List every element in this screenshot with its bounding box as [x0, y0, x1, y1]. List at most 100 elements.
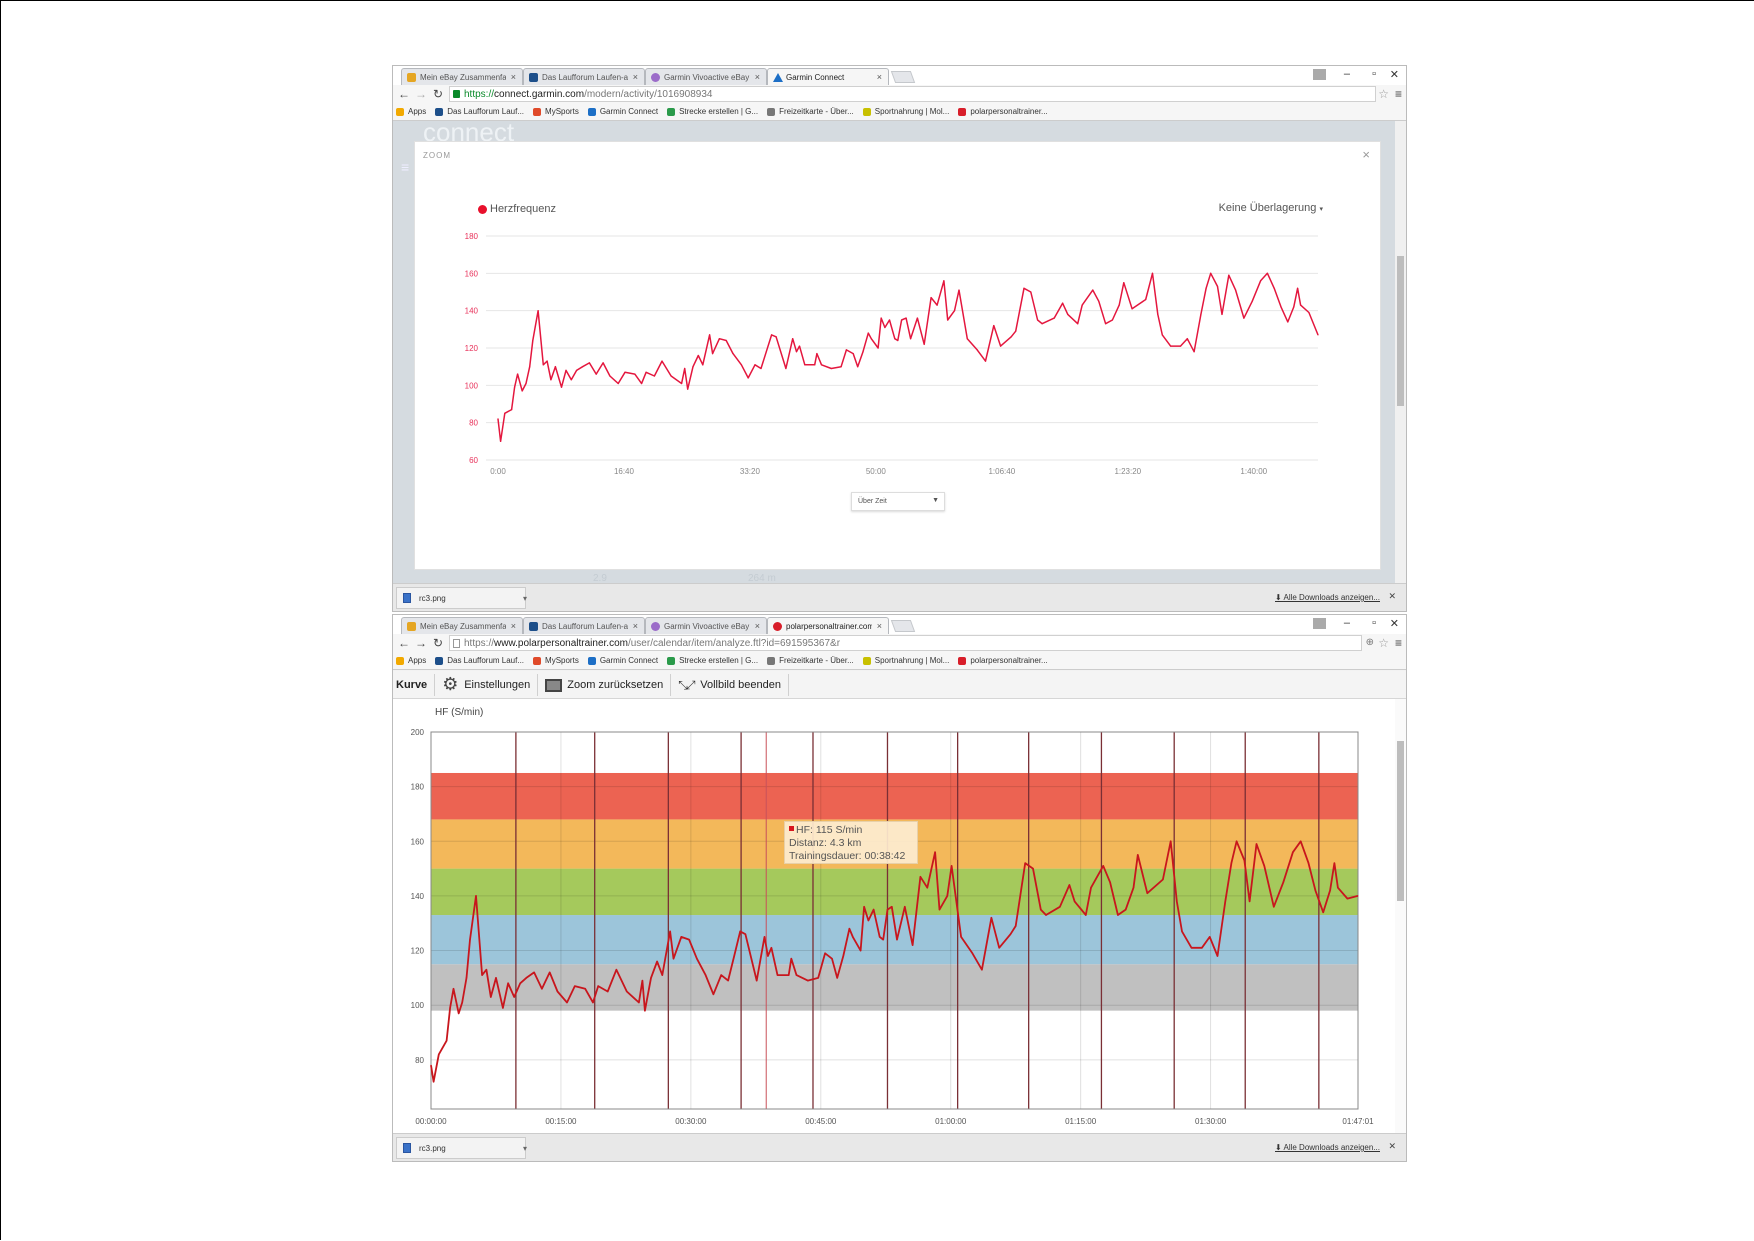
- garmin-icon: [773, 73, 783, 82]
- restore-button[interactable]: ▫: [1372, 68, 1376, 80]
- bookmark-item[interactable]: polarpersonaltrainer...: [958, 107, 1048, 120]
- bookmark-item[interactable]: Garmin Connect: [587, 107, 658, 120]
- legend-herzfrequenz[interactable]: Herzfrequenz: [478, 203, 556, 215]
- close-tab-icon[interactable]: ×: [510, 621, 516, 631]
- bookmark-item[interactable]: Apps: [396, 656, 426, 669]
- tab-label: Das Laufforum Laufen-akt: [542, 73, 628, 82]
- download-item[interactable]: rc3.png ▾: [396, 587, 527, 609]
- bookmark-icon: [958, 108, 967, 116]
- curve-tab[interactable]: Kurve: [396, 678, 428, 691]
- bookmark-star-icon[interactable]: ☆: [1378, 87, 1389, 101]
- tab-label: Mein eBay Zusammenfas: [420, 622, 506, 631]
- bookmark-item[interactable]: Freizeitkarte - Über...: [767, 107, 854, 120]
- chevron-down-icon[interactable]: ▾: [522, 594, 527, 603]
- close-tab-icon[interactable]: ×: [632, 621, 638, 631]
- bookmark-item[interactable]: Strecke erstellen | G...: [667, 107, 758, 120]
- tab-laufforum[interactable]: Das Laufforum Laufen-akt ×: [523, 68, 645, 85]
- profile-icon[interactable]: [1313, 69, 1326, 80]
- zoom-reset-icon: [545, 678, 563, 692]
- page-scrollbar[interactable]: [1395, 121, 1406, 585]
- bookmark-item[interactable]: MySports: [533, 656, 579, 669]
- bookmark-item[interactable]: Apps: [396, 107, 426, 120]
- minimize-button[interactable]: –: [1343, 617, 1350, 629]
- chevron-down-icon[interactable]: ▾: [522, 1144, 527, 1153]
- tab-garmin-ebay[interactable]: Garmin Vivoactive eBay K ×: [645, 68, 767, 85]
- bookmark-item[interactable]: Freizeitkarte - Über...: [767, 656, 854, 669]
- close-window-button[interactable]: ✕: [1389, 69, 1399, 81]
- overlay-dropdown[interactable]: Keine Überlagerung ▾: [1219, 202, 1323, 214]
- browser-window-garmin: Mein eBay Zusammenfas × Das Laufforum Lau…: [392, 65, 1407, 612]
- forward-icon[interactable]: →: [415, 636, 427, 650]
- bookmark-item[interactable]: Sportnahrung | Mol...: [862, 656, 949, 669]
- menu-icon[interactable]: ≡: [1394, 636, 1402, 650]
- profile-icon[interactable]: [1313, 618, 1326, 629]
- scrollbar-thumb[interactable]: [1397, 256, 1404, 406]
- back-icon[interactable]: ←: [398, 636, 410, 650]
- close-tab-icon[interactable]: ×: [510, 72, 516, 82]
- new-tab-button[interactable]: [890, 620, 916, 632]
- hover-tooltip: HF: 115 S/min Distanz: 4.3 km Trainingsd…: [784, 821, 918, 864]
- bookmark-icon: [396, 108, 404, 116]
- scrollbar-thumb[interactable]: [1397, 741, 1404, 901]
- url-input[interactable]: https://connect.garmin.com/modern/activi…: [449, 86, 1376, 102]
- menu-icon[interactable]: ≡: [1394, 87, 1402, 101]
- lock-icon: [453, 90, 460, 98]
- url-scheme: https://: [464, 638, 495, 649]
- close-tab-icon[interactable]: ×: [876, 621, 882, 631]
- bookmark-star-icon[interactable]: ☆: [1378, 636, 1389, 650]
- close-tab-icon[interactable]: ×: [876, 72, 882, 82]
- settings-button[interactable]: ⚙ Einstellungen: [442, 674, 530, 694]
- close-window-button[interactable]: ✕: [1389, 618, 1399, 630]
- reload-icon[interactable]: ↻: [433, 87, 444, 101]
- download-item[interactable]: rc3.png ▾: [396, 1137, 527, 1159]
- bookmark-item[interactable]: Strecke erstellen | G...: [667, 656, 758, 669]
- download-filename: rc3.png: [419, 1144, 446, 1153]
- divider: [434, 673, 436, 696]
- page-scrollbar[interactable]: [1395, 699, 1406, 1135]
- url-input[interactable]: https://www.polarpersonaltrainer.com/use…: [449, 635, 1362, 651]
- tab-garmin-connect[interactable]: Garmin Connect ×: [767, 68, 889, 85]
- xaxis-select[interactable]: Über Zeit ▼: [851, 492, 945, 511]
- close-tab-icon[interactable]: ×: [632, 72, 638, 82]
- exit-fullscreen-icon: ⤡⤢: [678, 677, 695, 692]
- menu-icon[interactable]: ≡: [401, 159, 410, 175]
- page-icon: [453, 639, 460, 648]
- bookmark-item[interactable]: Garmin Connect: [587, 656, 659, 669]
- bookmark-item[interactable]: MySports: [533, 107, 579, 120]
- modal-close-button[interactable]: ×: [1362, 147, 1370, 162]
- reset-zoom-button[interactable]: Zoom zurücksetzen: [545, 678, 663, 692]
- tab-ebay[interactable]: Mein eBay Zusammenfas ×: [401, 68, 523, 85]
- background-stat: 2.9: [593, 573, 607, 584]
- reload-icon[interactable]: ↻: [433, 636, 444, 650]
- xaxis-select-value: Über Zeit: [858, 498, 887, 505]
- url-host: www.polarpersonaltrainer.com: [494, 638, 628, 649]
- tab-laufforum[interactable]: Das Laufforum Laufen-akt ×: [523, 617, 645, 634]
- bookmark-label: Garmin Connect: [599, 656, 659, 665]
- show-all-downloads-link[interactable]: ⬇ Alle Downloads anzeigen...: [1275, 1143, 1380, 1152]
- close-tab-icon[interactable]: ×: [754, 621, 760, 631]
- show-all-downloads-link[interactable]: ⬇ Alle Downloads anzeigen...: [1275, 593, 1380, 602]
- ebay-icon: [407, 622, 416, 631]
- close-download-bar-button[interactable]: ✕: [1388, 1141, 1396, 1151]
- bookmark-item[interactable]: Sportnahrung | Mol...: [862, 107, 950, 120]
- tab-ebay[interactable]: Mein eBay Zusammenfas ×: [401, 617, 523, 634]
- tab-polar[interactable]: polarpersonaltrainer.com ×: [767, 617, 889, 634]
- bookmark-item[interactable]: polarpersonaltrainer...: [958, 656, 1048, 669]
- bookmark-label: Sportnahrung | Mol...: [874, 107, 950, 116]
- bookmark-item[interactable]: Das Laufforum Lauf...: [435, 107, 524, 120]
- close-download-bar-button[interactable]: ✕: [1388, 591, 1396, 601]
- restore-button[interactable]: ▫: [1372, 617, 1376, 629]
- bookmarks-bar: Apps Das Laufforum Lauf... MySports Garmin …: [393, 653, 1406, 670]
- back-icon[interactable]: ←: [398, 87, 410, 101]
- close-tab-icon[interactable]: ×: [754, 72, 760, 82]
- divider: [670, 673, 672, 696]
- zoom-icon[interactable]: ⊕: [1365, 637, 1374, 648]
- tab-garmin-ebay[interactable]: Garmin Vivoactive eBay K ×: [645, 617, 767, 634]
- download-filename: rc3.png: [419, 594, 446, 603]
- forward-icon[interactable]: →: [415, 87, 427, 101]
- new-tab-button[interactable]: [890, 71, 916, 83]
- minimize-button[interactable]: –: [1343, 68, 1350, 80]
- bookmark-item[interactable]: Das Laufforum Lauf...: [435, 656, 524, 669]
- exit-fullscreen-button[interactable]: ⤡⤢ Vollbild beenden: [678, 677, 781, 692]
- bookmark-label: Das Laufforum Lauf...: [447, 107, 525, 116]
